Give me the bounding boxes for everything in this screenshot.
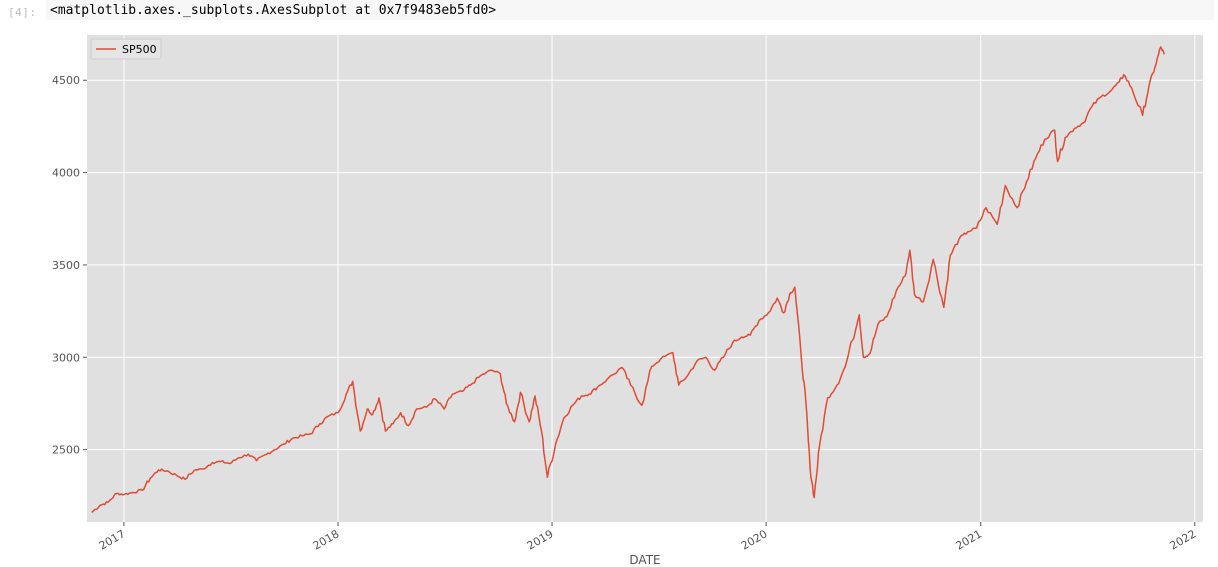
output-row: [4]: <matplotlib.axes._subplots.AxesSubp…: [0, 0, 1218, 22]
y-tick-label: 4500: [52, 74, 80, 87]
y-tick-label: 2500: [52, 444, 80, 457]
y-tick-label: 3500: [52, 259, 80, 272]
line-chart: 2500 3000 3500 4000 4500 2017 2018 2019 2020 202…: [52, 35, 1203, 567]
y-tick-label: 4000: [52, 167, 80, 180]
y-tick-label: 3000: [52, 351, 80, 364]
series-line-sp500: [91, 46, 1166, 513]
x-tick-label: 2018: [311, 527, 342, 552]
output-repr-box: [46, 0, 1214, 20]
x-axis-label: DATE: [629, 553, 660, 567]
x-tick-label: 2022: [1168, 527, 1199, 552]
legend-label-sp500: SP500: [122, 43, 157, 56]
output-repr-text: <matplotlib.axes._subplots.AxesSubplot a…: [50, 3, 497, 18]
output-prompt: [4]:: [8, 6, 37, 19]
legend-box: [90, 38, 162, 60]
plot-area: [87, 35, 1203, 522]
x-axis-ticks: 2017 2018 2019 2020 2021 2022: [97, 522, 1199, 553]
y-axis-ticks: 2500 3000 3500 4000 4500: [52, 74, 87, 457]
legend: SP500: [90, 38, 162, 60]
x-tick-label: 2019: [525, 527, 556, 552]
x-tick-label: 2021: [953, 527, 984, 552]
series-layer: [91, 46, 1166, 513]
grid-lines: [87, 35, 1203, 522]
x-tick-label: 2017: [97, 527, 128, 552]
x-tick-label: 2020: [739, 527, 770, 552]
